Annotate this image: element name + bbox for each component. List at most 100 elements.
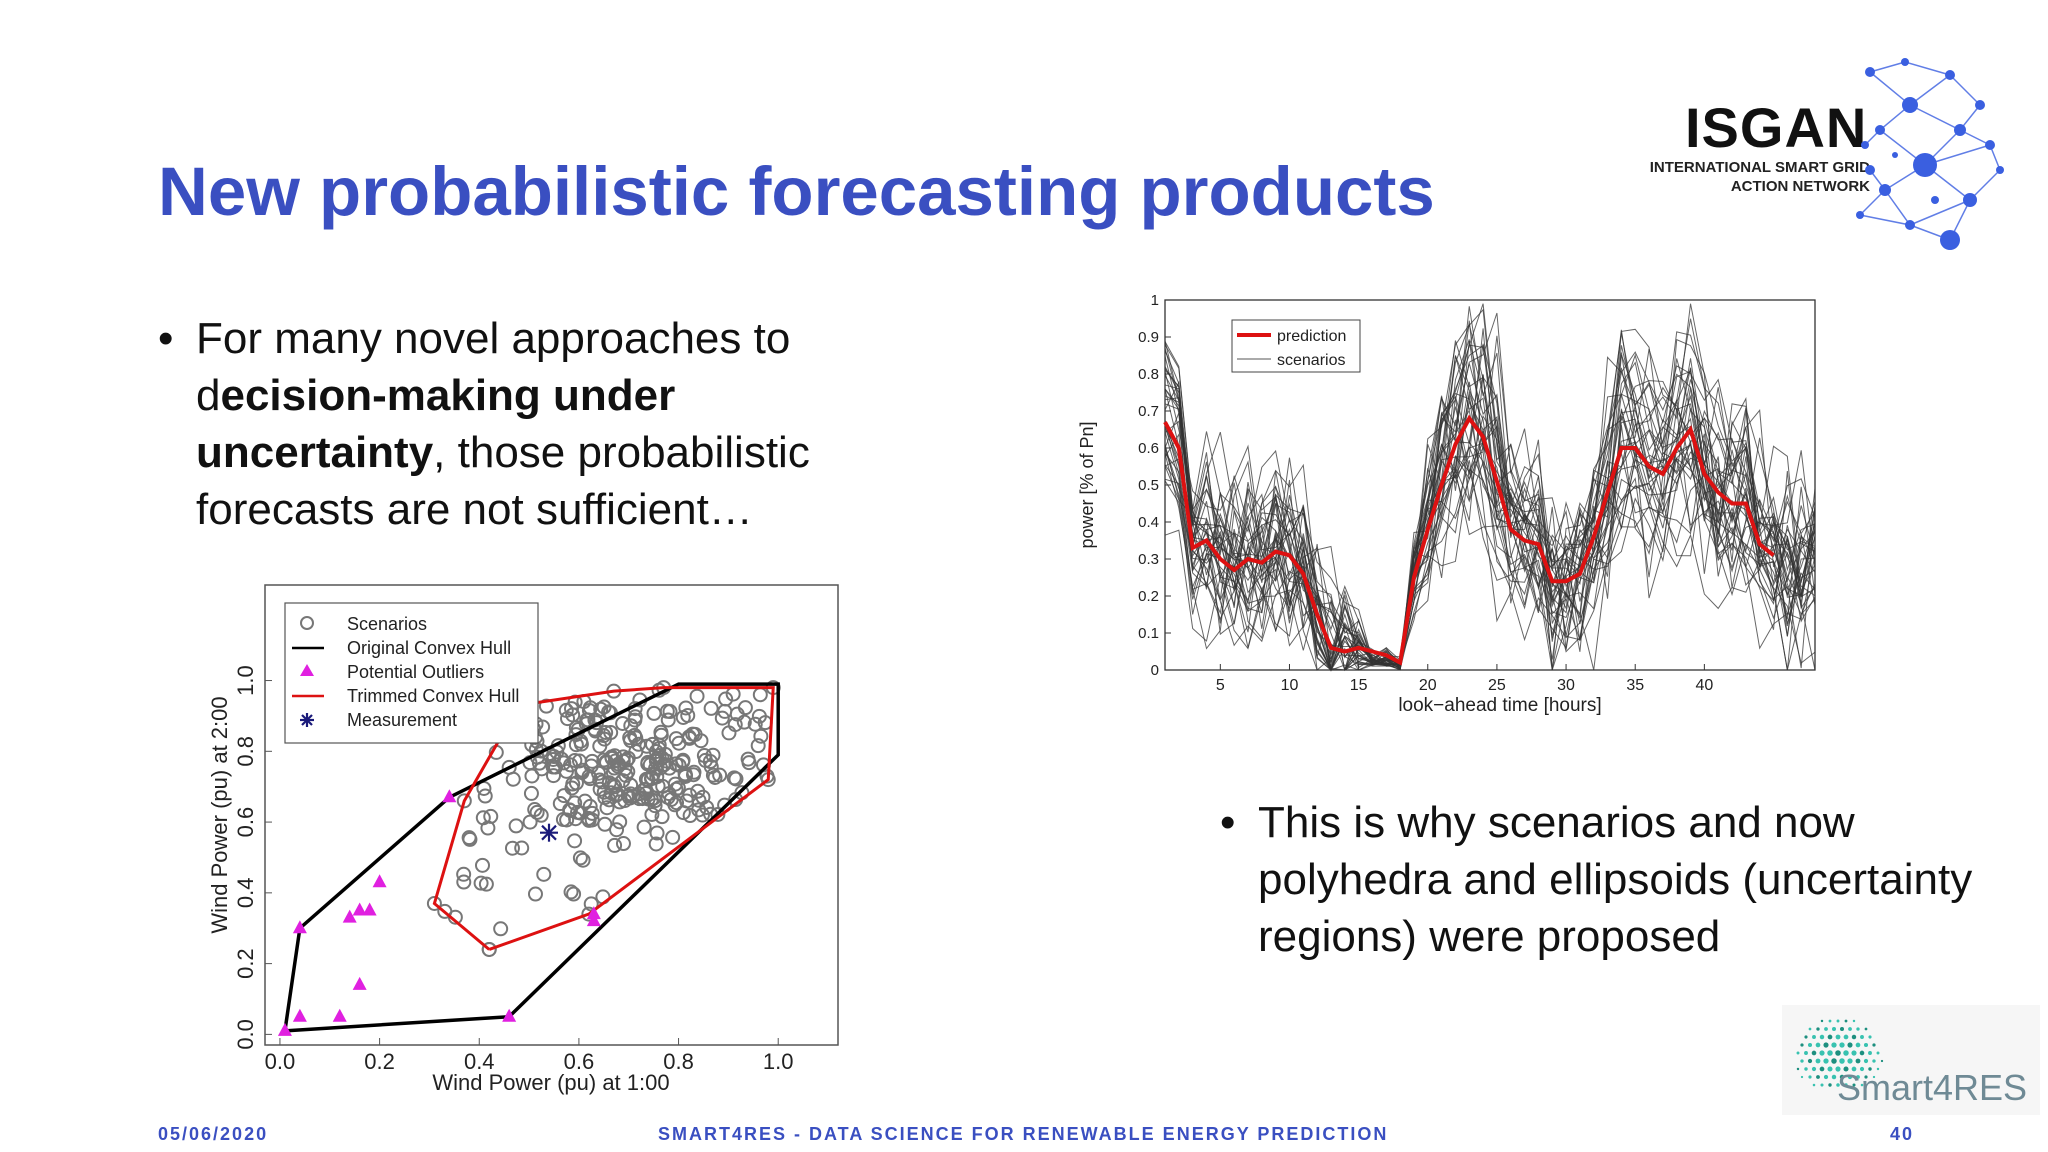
sphere-dot bbox=[1859, 1050, 1865, 1056]
sphere-dot bbox=[1847, 1058, 1853, 1064]
scenario-point bbox=[538, 698, 554, 714]
scenario-point bbox=[598, 724, 614, 740]
sphere-dot bbox=[1816, 1027, 1820, 1031]
y-tick-label: 0.7 bbox=[1138, 403, 1159, 420]
scenario-point bbox=[478, 876, 494, 892]
sphere-dot bbox=[1804, 1051, 1808, 1055]
sphere-dot bbox=[1827, 1034, 1833, 1040]
sphere-dot bbox=[1844, 1019, 1848, 1023]
scenario-point bbox=[566, 886, 582, 902]
sphere-dot bbox=[1812, 1083, 1816, 1087]
x-tick-label: 40 bbox=[1695, 677, 1713, 694]
sphere-dot bbox=[1800, 1059, 1804, 1063]
legend-scenarios: Scenarios bbox=[347, 614, 427, 634]
scenario-point bbox=[592, 781, 608, 797]
scenario-point bbox=[693, 733, 709, 749]
scenario-point bbox=[607, 837, 623, 853]
scenario-point bbox=[665, 829, 681, 845]
sphere-dot bbox=[1807, 1058, 1813, 1064]
scenario-point bbox=[648, 836, 664, 852]
legend-scenarios: scenarios bbox=[1277, 352, 1345, 369]
y-axis-label: Wind Power (pu) at 2:00 bbox=[207, 696, 232, 933]
sphere-dot bbox=[1831, 1074, 1837, 1080]
legend-outliers-marker bbox=[300, 664, 314, 676]
scenario-point bbox=[596, 731, 612, 747]
scenario-line bbox=[1164, 441, 1816, 670]
outlier-point bbox=[292, 920, 307, 934]
x-tick-label: 20 bbox=[1419, 677, 1437, 694]
scenario-point bbox=[575, 852, 591, 868]
outlier-point bbox=[332, 1008, 347, 1022]
scenario-lines bbox=[1164, 303, 1816, 672]
scenario-point bbox=[523, 785, 539, 801]
legend-outliers: Potential Outliers bbox=[347, 662, 484, 682]
scenario-point bbox=[556, 788, 572, 804]
bullet-decision-making: • For many novel approaches to decision-… bbox=[158, 310, 896, 538]
scenario-point bbox=[597, 816, 613, 832]
sphere-dot bbox=[1856, 1075, 1860, 1079]
scenario-point bbox=[545, 768, 561, 784]
x-tick-label: 15 bbox=[1350, 677, 1368, 694]
scenario-point bbox=[508, 818, 524, 834]
outlier-point bbox=[342, 909, 357, 923]
scenario-point bbox=[661, 760, 677, 776]
sphere-dot bbox=[1811, 1050, 1817, 1056]
sphere-dot bbox=[1864, 1027, 1868, 1031]
y-tick-label: 0.5 bbox=[1138, 477, 1159, 494]
outlier-point bbox=[352, 976, 367, 990]
x-tick-label: 0.6 bbox=[564, 1049, 595, 1074]
scenario-point bbox=[646, 705, 662, 721]
y-tick-label: 0.4 bbox=[1138, 514, 1159, 531]
legend-prediction: prediction bbox=[1277, 328, 1346, 345]
scenario-point bbox=[680, 707, 696, 723]
scenario-point bbox=[717, 703, 733, 719]
x-tick-label: 1.0 bbox=[763, 1049, 794, 1074]
sphere-dot bbox=[1807, 1042, 1813, 1048]
scenario-point bbox=[568, 727, 584, 743]
x-tick-label: 25 bbox=[1488, 677, 1506, 694]
scenario-point bbox=[552, 796, 568, 812]
scenario-point bbox=[593, 701, 609, 717]
scenario-point bbox=[636, 819, 652, 835]
scenario-point bbox=[568, 775, 584, 791]
scenario-point bbox=[505, 771, 521, 787]
prediction-line bbox=[1163, 414, 1775, 666]
sphere-dot bbox=[1827, 1050, 1833, 1056]
sphere-dot bbox=[1827, 1066, 1833, 1072]
scenario-point bbox=[570, 804, 586, 820]
y-tick-label: 0 bbox=[1151, 662, 1159, 679]
y-tick-label: 1.0 bbox=[233, 665, 258, 696]
outlier-point bbox=[502, 1008, 517, 1022]
sphere-dot bbox=[1823, 1058, 1829, 1064]
scenario-point bbox=[712, 767, 728, 783]
y-tick-label: 0.3 bbox=[1138, 551, 1159, 568]
scenario-point bbox=[631, 791, 647, 807]
bullet-point-1: • bbox=[158, 314, 174, 363]
scenario-point bbox=[649, 769, 665, 785]
scenario-point bbox=[682, 808, 698, 824]
sphere-dot bbox=[1831, 1026, 1837, 1032]
bullet-point-2: • bbox=[1220, 798, 1236, 847]
logo-subtitle-line-1: INTERNATIONAL SMART GRID bbox=[1649, 159, 1870, 176]
trimmed-convex-hull-line bbox=[432, 686, 775, 951]
x-tick-label: 10 bbox=[1281, 677, 1299, 694]
bullet-uncertainty-regions: • This is why scenarios and now polyhedr… bbox=[1220, 794, 1978, 965]
outlier-point bbox=[442, 789, 457, 803]
sphere-dot bbox=[1876, 1067, 1880, 1071]
slide-title: New probabilistic forecasting products bbox=[158, 153, 1435, 230]
y-tick-labels: 0.0 0.2 0.4 0.6 0.8 1.0 bbox=[233, 665, 272, 1050]
sphere-dot bbox=[1868, 1051, 1872, 1055]
outlier-point bbox=[586, 906, 601, 920]
y-tick-label: 0.2 bbox=[1138, 588, 1159, 605]
scenario-point bbox=[527, 886, 543, 902]
scenario-point bbox=[545, 759, 561, 775]
y-tick-label: 0.8 bbox=[233, 736, 258, 767]
sphere-dot bbox=[1835, 1034, 1841, 1040]
sphere-dot bbox=[1816, 1075, 1820, 1079]
scenario-point bbox=[615, 836, 631, 852]
sphere-dot bbox=[1820, 1083, 1824, 1087]
legend: prediction scenarios bbox=[1231, 319, 1361, 373]
bullet-1-text-part-1: For many novel approaches to d bbox=[196, 314, 791, 420]
scenario-point bbox=[456, 866, 472, 882]
sphere-dot bbox=[1880, 1059, 1884, 1063]
